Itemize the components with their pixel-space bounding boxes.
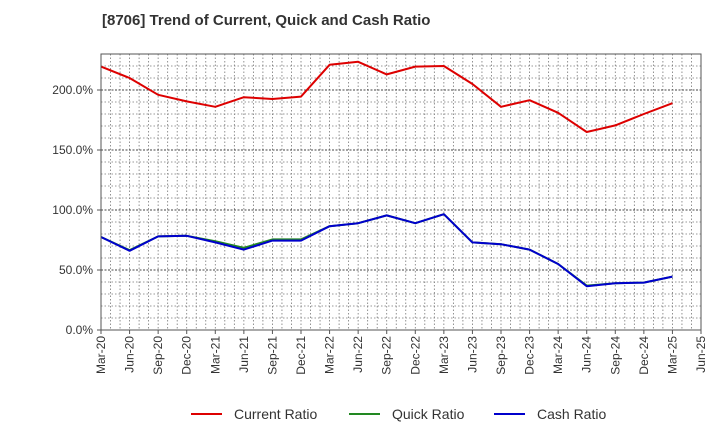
x-tick-label: Sep-24 bbox=[608, 336, 622, 375]
x-axis-ticks: Mar-20 Jun-20 Sep-20 Dec-20 Mar-21 Jun-21 Sep-… bbox=[94, 330, 708, 375]
y-tick-label: 100.0% bbox=[52, 203, 93, 217]
x-tick-label: Mar-21 bbox=[208, 336, 222, 374]
x-tick-label: Mar-22 bbox=[323, 336, 337, 374]
x-tick-label: Sep-21 bbox=[265, 336, 279, 375]
y-axis-ticks: 0.0% 50.0% 100.0% 150.0% 200.0% bbox=[52, 83, 101, 337]
legend: Current Ratio Quick Ratio Cash Ratio bbox=[191, 406, 606, 422]
y-tick-label: 0.0% bbox=[66, 323, 94, 337]
series-lines bbox=[100, 60, 673, 288]
x-tick-label: Jun-24 bbox=[580, 336, 594, 373]
y-tick-label: 50.0% bbox=[59, 263, 93, 277]
x-tick-label: Sep-20 bbox=[151, 336, 165, 375]
grid bbox=[101, 54, 701, 330]
y-tick-label: 150.0% bbox=[52, 143, 93, 157]
x-tick-label: Mar-23 bbox=[437, 336, 451, 374]
x-tick-label: Jun-20 bbox=[123, 336, 137, 373]
x-tick-label: Mar-25 bbox=[665, 336, 679, 374]
x-tick-label: Dec-24 bbox=[637, 336, 651, 375]
x-tick-label: Jun-25 bbox=[694, 336, 708, 373]
legend-label-current-ratio: Current Ratio bbox=[234, 406, 317, 422]
legend-label-quick-ratio: Quick Ratio bbox=[392, 406, 465, 422]
x-tick-label: Dec-22 bbox=[408, 336, 422, 375]
y-tick-label: 200.0% bbox=[52, 83, 93, 97]
plot-frame bbox=[100, 53, 702, 331]
x-tick-label: Jun-21 bbox=[237, 336, 251, 373]
x-tick-label: Dec-20 bbox=[180, 336, 194, 375]
x-tick-label: Jun-23 bbox=[465, 336, 479, 373]
x-tick-label: Mar-20 bbox=[94, 336, 108, 374]
x-tick-label: Dec-21 bbox=[294, 336, 308, 375]
series-line-current-ratio bbox=[100, 60, 673, 133]
x-tick-label: Sep-23 bbox=[494, 336, 508, 375]
x-tick-label: Sep-22 bbox=[380, 336, 394, 375]
x-tick-label: Mar-24 bbox=[551, 336, 565, 374]
x-tick-label: Dec-23 bbox=[523, 336, 537, 375]
series-line-cash-ratio bbox=[100, 213, 673, 288]
x-tick-label: Jun-22 bbox=[351, 336, 365, 373]
chart-title: [8706] Trend of Current, Quick and Cash … bbox=[102, 12, 431, 29]
legend-label-cash-ratio: Cash Ratio bbox=[537, 406, 606, 422]
